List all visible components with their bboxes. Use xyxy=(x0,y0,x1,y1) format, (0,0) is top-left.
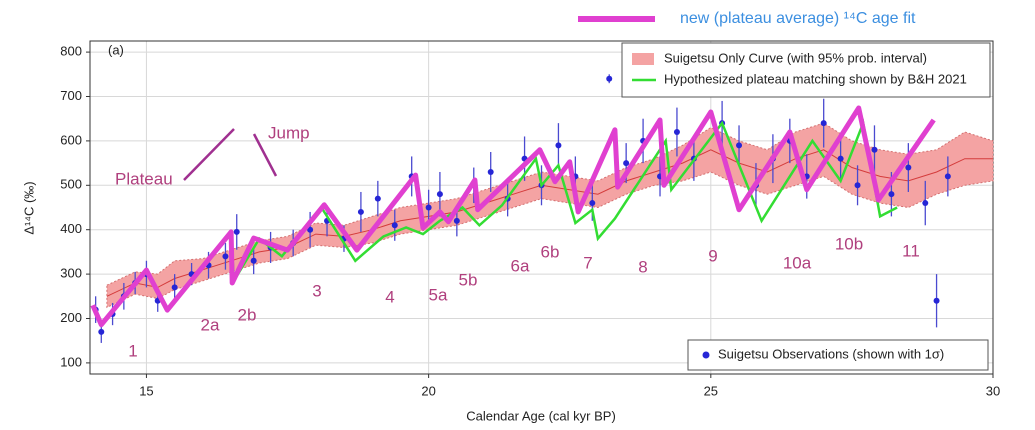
region-label: 8 xyxy=(638,257,647,276)
observation-point xyxy=(171,284,178,291)
region-label: 7 xyxy=(583,253,592,272)
region-label: 10a xyxy=(783,253,812,272)
observation-point xyxy=(820,120,827,127)
plot-frame xyxy=(89,40,994,375)
confidence-band xyxy=(106,122,994,309)
observation-point xyxy=(837,155,844,162)
x-tick-label: 15 xyxy=(139,383,153,398)
annotation-stroke xyxy=(252,133,278,177)
observation-point xyxy=(888,191,895,198)
observation-point xyxy=(736,142,743,149)
legend-label: Suigetsu Only Curve (with 95% prob. inte… xyxy=(664,50,927,65)
legend-box xyxy=(687,339,989,371)
observation-point xyxy=(357,208,364,215)
region-label: 3 xyxy=(312,281,321,300)
observation-point xyxy=(222,253,229,260)
observation-point xyxy=(250,257,257,264)
observation-point xyxy=(374,195,381,202)
observation-point xyxy=(623,160,630,167)
region-label: 6a xyxy=(511,256,530,275)
legend-swatch xyxy=(702,351,710,359)
observation-point xyxy=(922,200,929,207)
observation-point xyxy=(589,200,596,207)
annotation: Plateau xyxy=(115,169,173,188)
observation-point xyxy=(391,222,398,229)
observation-point xyxy=(453,217,460,224)
legend-label: new (plateau average) ¹⁴C age fit xyxy=(680,10,916,27)
observation-point xyxy=(307,226,314,233)
line xyxy=(90,105,936,328)
observation-point xyxy=(425,204,432,211)
y-tick-label: 500 xyxy=(60,177,82,192)
observation-point xyxy=(673,129,680,136)
y-tick-label: 100 xyxy=(60,354,82,369)
observation-point xyxy=(854,182,861,189)
y-tick-label: 200 xyxy=(60,310,82,325)
observation-point xyxy=(933,297,940,304)
region-label: 2a xyxy=(201,315,220,334)
observation-point xyxy=(944,173,951,180)
region-label: 11 xyxy=(902,241,920,260)
annotation-stroke xyxy=(183,128,235,181)
observation-point xyxy=(436,191,443,198)
legend-box xyxy=(621,42,991,98)
region-label: 2b xyxy=(238,305,257,324)
region-label: 6b xyxy=(541,242,560,261)
panel-label: (a) xyxy=(108,42,124,57)
y-tick-label: 600 xyxy=(60,132,82,147)
observation-point xyxy=(98,328,105,335)
legend-swatch xyxy=(632,53,654,65)
observation-point xyxy=(555,142,562,149)
x-tick-label: 25 xyxy=(704,383,718,398)
y-axis-label: Δ¹⁴C (‰) xyxy=(21,181,36,234)
region-label: 10b xyxy=(835,234,863,253)
y-tick-label: 400 xyxy=(60,221,82,236)
region-label: 5b xyxy=(459,270,478,289)
region-label: 9 xyxy=(708,246,717,265)
y-tick-label: 800 xyxy=(60,44,82,59)
x-tick-label: 30 xyxy=(986,383,1000,398)
observation-point xyxy=(905,164,912,171)
legend-label: Suigetsu Observations (shown with 1σ) xyxy=(718,346,944,361)
region-label: 4 xyxy=(385,287,394,306)
annotation: Jump xyxy=(268,123,310,142)
y-tick-label: 300 xyxy=(60,266,82,281)
observation-point xyxy=(487,168,494,175)
observation-point xyxy=(233,228,240,235)
x-tick-label: 20 xyxy=(421,383,435,398)
region-label: 1 xyxy=(128,341,137,360)
legend-label: Hypothesized plateau matching shown by B… xyxy=(664,71,967,86)
x-axis-label: Calendar Age (cal kyr BP) xyxy=(466,408,616,423)
y-tick-label: 700 xyxy=(60,88,82,103)
region-label: 5a xyxy=(429,285,448,304)
observation-point xyxy=(871,146,878,153)
observation-point xyxy=(606,75,613,82)
